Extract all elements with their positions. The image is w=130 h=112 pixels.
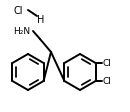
Text: H: H xyxy=(37,15,44,25)
Text: Cl: Cl xyxy=(103,77,111,86)
Text: Cl: Cl xyxy=(14,6,24,16)
Text: H₂N: H₂N xyxy=(13,27,30,36)
Text: Cl: Cl xyxy=(103,59,111,68)
